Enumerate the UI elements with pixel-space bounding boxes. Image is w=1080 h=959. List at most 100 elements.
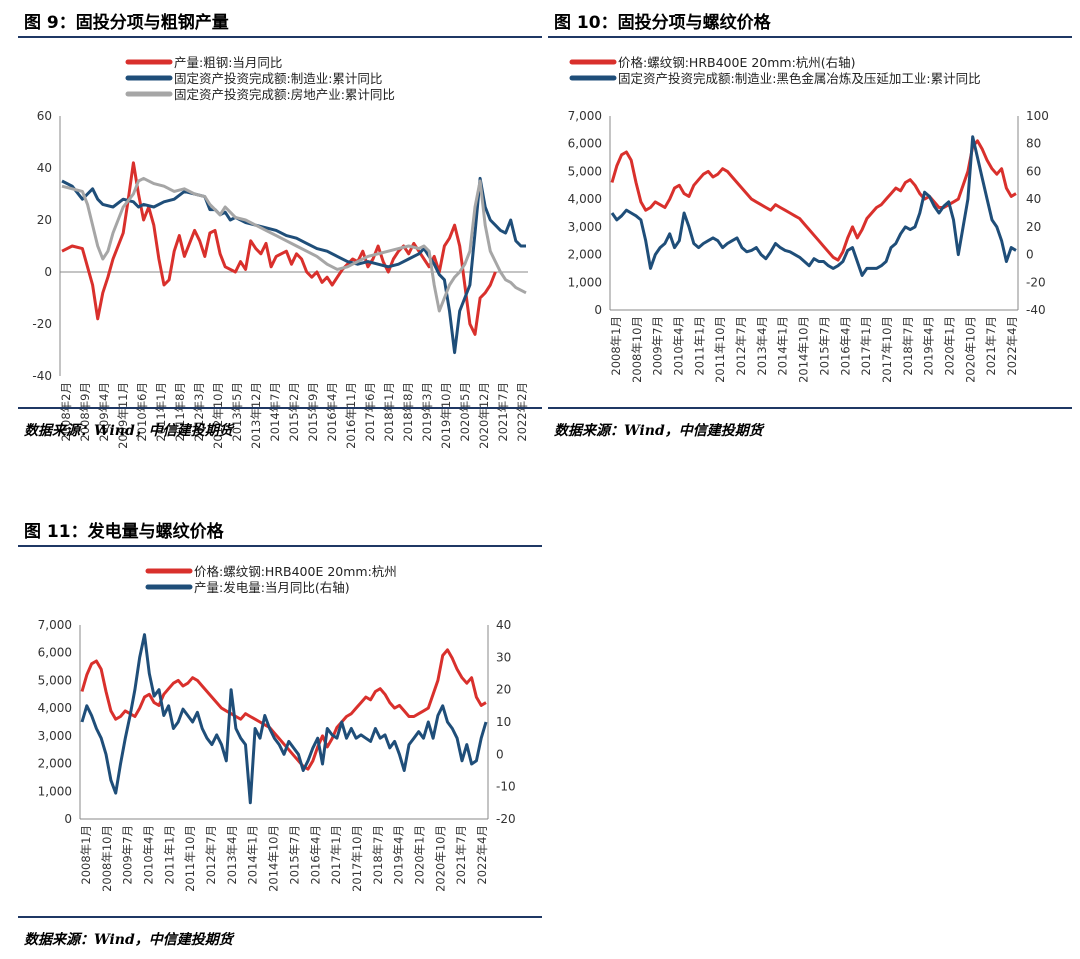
y2-tick-label: 20 [496, 683, 511, 697]
x-tick-label: 2012年3月 [192, 382, 206, 442]
x-tick-label: 2010年6月 [135, 382, 149, 442]
x-tick-label: 2008年1月 [79, 825, 93, 885]
legend-label: 价格:螺纹钢:HRB400E 20mm:杭州 [194, 564, 397, 579]
y2-tick-label: 0 [1026, 248, 1034, 262]
x-tick-label: 2021年7月 [984, 316, 998, 376]
y-tick-label: 5,000 [38, 673, 72, 687]
series-line-1 [80, 648, 487, 771]
y2-tick-label: 30 [496, 650, 511, 664]
y-tick-label: 2,000 [568, 248, 602, 262]
x-tick-label: 2008年9月 [78, 382, 92, 442]
y2-tick-label: 0 [496, 747, 504, 761]
y-tick-label: 1,000 [38, 784, 72, 798]
y2-tick-label: 10 [496, 715, 511, 729]
x-tick-label: 2009年7月 [651, 316, 665, 376]
x-tick-label: 2022年4月 [475, 825, 489, 885]
x-tick-label: 2015年2月 [287, 382, 301, 442]
y-tick-label: -20 [32, 317, 52, 331]
y-tick-label: 40 [37, 161, 52, 175]
source-note: 数据来源：Wind，中信建投期货 [554, 423, 763, 439]
bottom-rule [18, 407, 542, 409]
y-tick-label: -40 [32, 369, 52, 383]
series-line-2 [80, 633, 488, 805]
legend-label: 固定资产投资完成额:制造业:累计同比 [174, 71, 382, 86]
y2-tick-label: 100 [1026, 109, 1049, 123]
x-tick-label: 2014年7月 [268, 382, 282, 442]
y-tick-label: 20 [37, 213, 52, 227]
x-tick-label: 2008年2月 [59, 382, 73, 442]
series-line-2 [61, 176, 526, 355]
figure-9: 图 9：固投分项与粗钢产量 60 40 20 0 -20 -40 2008年2月 2008年9… [18, 8, 542, 449]
x-tick-label: 2008年1月 [609, 316, 623, 376]
y-tick-label: 5,000 [568, 164, 602, 178]
y-tick-label: 6,000 [568, 137, 602, 151]
y2-tick-label: 60 [1026, 164, 1041, 178]
legend-label: 产量:发电量:当月同比(右轴) [194, 580, 350, 595]
y-tick-label: 7,000 [38, 618, 72, 632]
x-tick-label: 2014年1月 [246, 825, 260, 885]
title-rule [548, 36, 1072, 38]
x-tick-label: 2017年6月 [363, 382, 377, 442]
x-tick-label: 2018年7月 [901, 316, 915, 376]
y-tick-label: 7,000 [568, 109, 602, 123]
x-tick-label: 2019年10月 [439, 382, 453, 449]
x-tick-label: 2020年1月 [942, 316, 956, 376]
y2-tick-label: -20 [496, 812, 516, 826]
x-tick-label: 2010年4月 [672, 316, 686, 376]
x-tick-label: 2016年11月 [344, 382, 358, 449]
y2-tick-label: 80 [1026, 137, 1041, 151]
legend-label: 价格:螺纹钢:HRB400E 20mm:杭州(右轴) [618, 55, 856, 70]
y2-tick-label: -20 [1026, 275, 1046, 289]
y-tick-label: 0 [64, 812, 72, 826]
x-tick-label: 2012年10月 [211, 382, 225, 449]
x-tick-label: 2020年5月 [458, 382, 472, 442]
x-tick-label: 2010年4月 [142, 825, 156, 885]
x-tick-label: 2017年1月 [859, 316, 873, 376]
chart-fig11: 7,000 6,000 5,000 4,000 3,000 2,000 1,000 0 40 30… [38, 564, 516, 892]
series-line-3 [61, 176, 527, 313]
x-tick-label: 2019年4月 [922, 316, 936, 376]
x-tick-label: 2014年10月 [267, 825, 281, 892]
y-tick-label: 3,000 [38, 729, 72, 743]
x-tick-label: 2011年10月 [183, 825, 197, 892]
x-tick-label: 2011年8月 [173, 382, 187, 442]
legend-label: 固定资产投资完成额:房地产业:累计同比 [174, 87, 395, 102]
y-tick-label: 4,000 [38, 701, 72, 715]
series-line-2 [610, 135, 1017, 277]
y-tick-label: 3,000 [568, 220, 602, 234]
x-tick-label: 2013年12月 [249, 382, 263, 449]
y-tick-label: 0 [44, 265, 52, 279]
x-tick-label: 2012年7月 [734, 316, 748, 376]
x-tick-label: 2011年10月 [713, 316, 727, 383]
legend-label: 产量:粗钢:当月同比 [174, 55, 282, 70]
bottom-rule [548, 407, 1072, 409]
legend-label: 固定资产投资完成额:制造业:黑色金属冶炼及压延加工业:累计同比 [618, 71, 981, 86]
x-tick-label: 2017年10月 [350, 825, 364, 892]
x-tick-label: 2020年10月 [433, 825, 447, 892]
x-tick-label: 2020年1月 [412, 825, 426, 885]
y-tick-label: 4,000 [568, 192, 602, 206]
x-tick-label: 2011年1月 [154, 382, 168, 442]
x-tick-label: 2013年4月 [225, 825, 239, 885]
bottom-rule [18, 916, 542, 918]
y2-tick-label: -10 [496, 780, 516, 794]
source-note: 数据来源：Wind，中信建投期货 [24, 932, 233, 948]
figure-title: 图 10：固投分项与螺纹价格 [554, 13, 771, 33]
x-tick-label: 2018年1月 [382, 382, 396, 442]
y2-tick-label: 20 [1026, 220, 1041, 234]
source-note: 数据来源：Wind，中信建投期货 [24, 423, 233, 439]
chart-fig9: 60 40 20 0 -20 -40 2008年2月 2008年9月 2009年4月 2009年1… [32, 55, 529, 449]
x-tick-label: 2014年10月 [797, 316, 811, 383]
y-tick-label: 0 [594, 303, 602, 317]
title-rule [18, 545, 542, 547]
y-tick-label: 1,000 [568, 275, 602, 289]
x-tick-label: 2014年1月 [776, 316, 790, 376]
y2-tick-label: -40 [1026, 303, 1046, 317]
x-tick-label: 2011年1月 [162, 825, 176, 885]
y2-tick-label: 40 [1026, 192, 1041, 206]
x-tick-label: 2017年10月 [880, 316, 894, 383]
x-tick-label: 2022年2月 [515, 382, 529, 442]
x-tick-label: 2016年4月 [838, 316, 852, 376]
x-tick-label: 2018年7月 [371, 825, 385, 885]
x-tick-label: 2020年12月 [477, 382, 491, 449]
